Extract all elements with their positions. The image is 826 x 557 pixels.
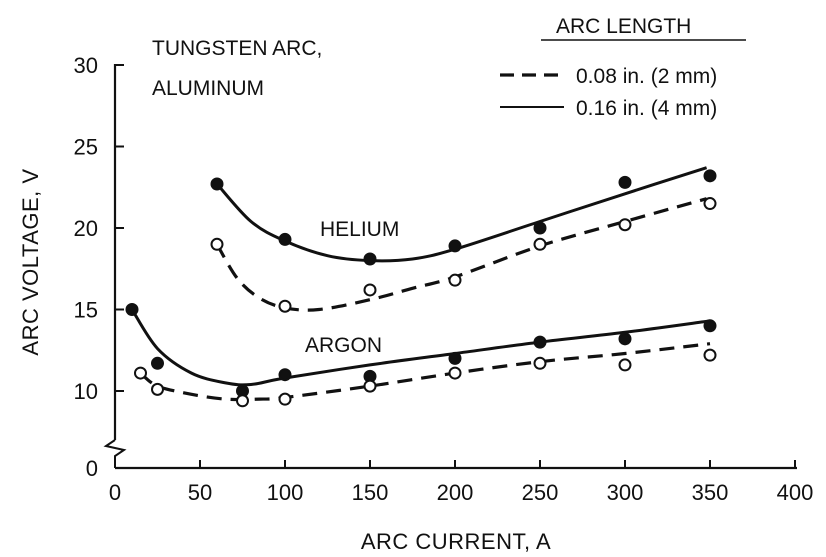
argon-label: ARGON [305, 334, 382, 357]
argon-2mm-point [533, 356, 547, 370]
argon-2mm-point [151, 382, 164, 396]
helium-2mm-point [533, 237, 547, 251]
helium-4mm-point [278, 232, 292, 246]
y-tick-label: 30 [74, 53, 98, 78]
argon-4mm-point [703, 319, 717, 333]
argon-4mm-point [448, 351, 462, 365]
helium-4mm-point [618, 175, 632, 189]
y-tick-label: 20 [74, 216, 98, 241]
argon-4mm-point [278, 368, 292, 382]
chart-title-line-1: TUNGSTEN ARC, [152, 37, 322, 60]
y-axis-title: ARC VOLTAGE, V [18, 168, 43, 355]
y-tick-label: 25 [74, 135, 98, 160]
x-tick-label: 400 [777, 480, 814, 505]
argon-2mm-point [618, 358, 632, 372]
helium-4mm-point [703, 169, 717, 183]
argon-2mm-point [134, 366, 147, 380]
argon-2mm-point [278, 392, 292, 406]
helium-4mm-point [210, 177, 224, 191]
argon-2mm-point [363, 379, 377, 393]
legend-entry-2mm: 0.08 in. (2 mm) [576, 65, 717, 88]
helium-4mm-point [448, 239, 462, 253]
legend-title: ARC LENGTH [556, 15, 691, 38]
helium-4mm-point [533, 221, 547, 235]
y-tick-label: 15 [74, 298, 98, 323]
helium-2mm-point [618, 218, 632, 232]
helium-2mm-curve [215, 197, 708, 312]
x-tick-label: 350 [692, 480, 729, 505]
y-tick-label: 0 [86, 456, 98, 481]
y-tick-label: 10 [74, 379, 98, 404]
helium-label: HELIUM [320, 218, 399, 241]
helium-4mm-point [363, 252, 377, 266]
argon-2mm-curve [139, 342, 711, 402]
data-curves [130, 166, 711, 402]
x-tick-label: 200 [437, 480, 474, 505]
argon-4mm-point [533, 335, 547, 349]
chart-title-line-2: ALUMINUM [152, 77, 264, 100]
helium-2mm-point [703, 197, 717, 211]
x-tick-label: 0 [109, 480, 121, 505]
argon-4mm-point [151, 356, 164, 370]
helium-2mm-point [278, 299, 292, 313]
x-tick-label: 150 [352, 480, 389, 505]
x-tick-label: 50 [188, 480, 212, 505]
argon-2mm-point [236, 394, 249, 408]
x-tick-label: 100 [267, 480, 304, 505]
x-axis-title: ARC CURRENT, A [361, 529, 551, 554]
helium-4mm-curve [215, 166, 708, 263]
helium-2mm-point [448, 273, 462, 287]
axis-ticks: 0 50 100 150 200 250 300 350 400 0 10 15 20 25 30 [74, 53, 814, 505]
legend-entry-4mm: 0.16 in. (4 mm) [576, 97, 717, 120]
legend: ARC LENGTH 0.08 in. (2 mm) 0.16 in. (4 m… [500, 15, 746, 120]
argon-4mm-curve [130, 308, 711, 387]
helium-2mm-point [210, 237, 224, 251]
x-tick-label: 250 [522, 480, 559, 505]
argon-2mm-point [448, 366, 462, 380]
argon-4mm-point [618, 332, 632, 346]
argon-2mm-point [703, 348, 717, 362]
x-tick-label: 300 [607, 480, 644, 505]
data-markers [125, 169, 717, 408]
helium-2mm-point [363, 283, 377, 297]
argon-4mm-point [125, 303, 139, 316]
